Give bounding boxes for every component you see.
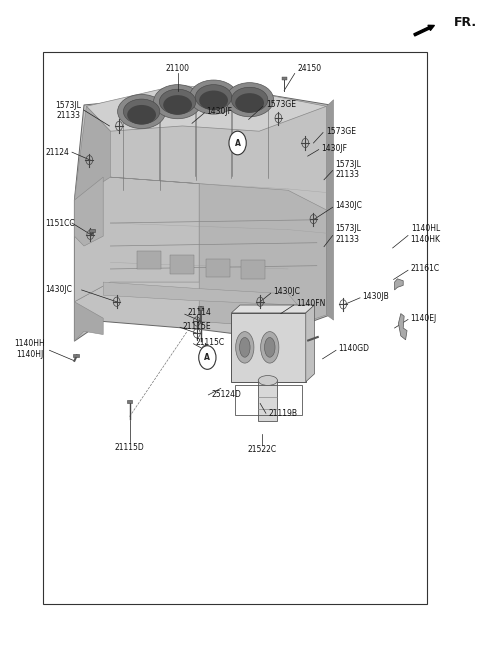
Text: 1430JC: 1430JC <box>46 285 72 295</box>
Text: 21522C: 21522C <box>247 445 276 454</box>
Text: 21161C: 21161C <box>410 264 440 274</box>
Ellipse shape <box>123 99 160 124</box>
Polygon shape <box>74 177 103 246</box>
Text: 21100: 21100 <box>166 64 190 73</box>
Text: 1573JL
21133: 1573JL 21133 <box>55 100 81 120</box>
Polygon shape <box>103 282 298 305</box>
Text: 21114: 21114 <box>187 308 211 318</box>
Polygon shape <box>231 305 314 313</box>
Polygon shape <box>74 200 103 341</box>
Polygon shape <box>74 106 110 302</box>
Polygon shape <box>326 100 334 320</box>
Text: 1140HH
1140HJ: 1140HH 1140HJ <box>14 339 45 359</box>
Ellipse shape <box>163 95 192 115</box>
Polygon shape <box>398 314 407 340</box>
Text: 1430JC: 1430JC <box>274 287 300 297</box>
Text: 25124D: 25124D <box>211 390 241 400</box>
Bar <box>127 400 132 403</box>
Ellipse shape <box>231 87 268 112</box>
Text: 1140HL
1140HK: 1140HL 1140HK <box>410 224 441 244</box>
Circle shape <box>229 131 246 155</box>
Text: 1573JL
21133: 1573JL 21133 <box>335 224 361 244</box>
Bar <box>43 52 427 604</box>
Ellipse shape <box>190 80 238 114</box>
Bar <box>282 77 287 80</box>
Text: 21115D: 21115D <box>115 443 144 452</box>
Ellipse shape <box>264 338 275 357</box>
Text: 1430JF: 1430JF <box>206 107 232 116</box>
Ellipse shape <box>261 332 279 363</box>
Ellipse shape <box>258 375 277 386</box>
Text: 21119B: 21119B <box>269 409 298 418</box>
Ellipse shape <box>127 105 156 125</box>
Text: 21115C: 21115C <box>196 338 225 347</box>
Polygon shape <box>395 279 403 290</box>
Text: 1430JC: 1430JC <box>335 201 362 211</box>
Ellipse shape <box>154 85 202 119</box>
Text: FR.: FR. <box>454 16 477 30</box>
Text: 1573JL
21133: 1573JL 21133 <box>335 159 361 179</box>
Polygon shape <box>86 85 326 131</box>
Bar <box>241 260 265 279</box>
Ellipse shape <box>236 332 254 363</box>
Ellipse shape <box>226 83 274 117</box>
Text: 1573GE: 1573GE <box>266 100 297 110</box>
Ellipse shape <box>199 91 228 110</box>
Ellipse shape <box>240 338 250 357</box>
Bar <box>89 229 95 232</box>
Bar <box>170 255 194 274</box>
Ellipse shape <box>235 93 264 113</box>
Text: 1151CC: 1151CC <box>46 218 75 228</box>
Bar <box>198 306 203 310</box>
Circle shape <box>199 346 216 369</box>
Text: 1140GD: 1140GD <box>338 344 370 354</box>
Ellipse shape <box>159 89 196 114</box>
Polygon shape <box>110 177 326 328</box>
Text: 1140FN: 1140FN <box>297 299 326 308</box>
Bar <box>206 259 230 277</box>
Text: 1430JB: 1430JB <box>362 292 389 301</box>
Bar <box>235 385 302 415</box>
Polygon shape <box>74 91 330 341</box>
Text: 1140EJ: 1140EJ <box>410 314 437 323</box>
Text: 1573GE: 1573GE <box>326 127 356 136</box>
Bar <box>73 354 79 357</box>
Text: A: A <box>204 353 210 362</box>
Bar <box>258 380 277 421</box>
Text: 21115E: 21115E <box>182 321 211 331</box>
Polygon shape <box>74 177 199 302</box>
Ellipse shape <box>195 85 232 110</box>
Bar <box>231 313 306 382</box>
Bar <box>137 251 161 269</box>
Text: 21124: 21124 <box>46 148 70 157</box>
Polygon shape <box>306 305 314 382</box>
Text: 24150: 24150 <box>298 64 322 73</box>
Text: A: A <box>235 138 240 148</box>
Ellipse shape <box>118 94 166 129</box>
Text: 1430JF: 1430JF <box>322 144 348 153</box>
